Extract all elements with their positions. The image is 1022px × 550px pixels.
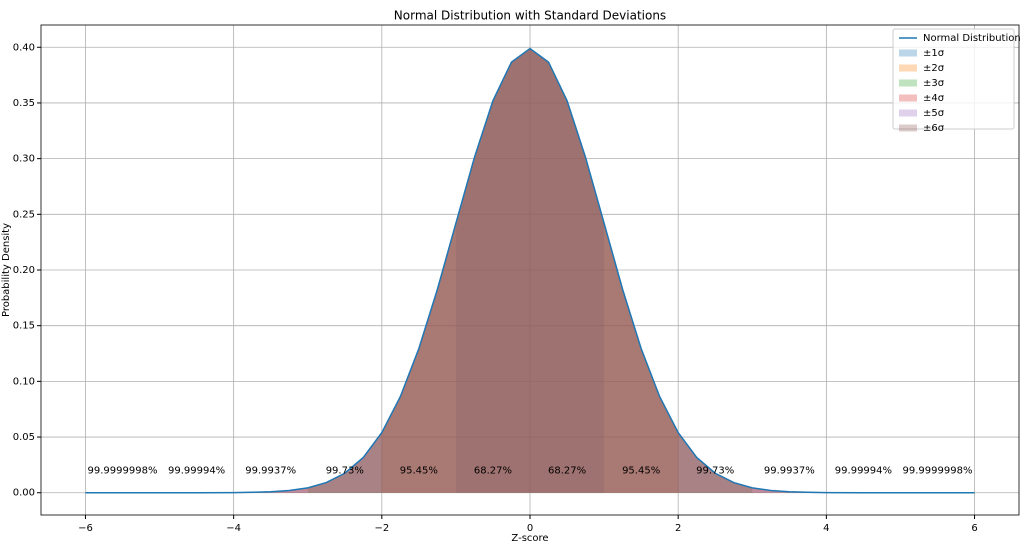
y-tick-label: 0.35 [13, 98, 35, 109]
annotation: 99.9937% [764, 465, 815, 476]
legend-swatch [899, 124, 917, 132]
y-axis-label: Probability Density [1, 223, 12, 317]
x-tick-label: −6 [78, 523, 93, 534]
legend-label: ±6σ [923, 123, 945, 134]
annotation: 68.27% [474, 465, 512, 476]
legend-swatch [899, 64, 917, 72]
y-tick-label: 0.40 [13, 42, 35, 53]
legend-label: ±2σ [923, 63, 945, 74]
legend-swatch [899, 94, 917, 102]
annotation: 99.99994% [168, 465, 225, 476]
y-tick-label: 0.15 [13, 321, 35, 332]
sigma-fill [233, 48, 827, 493]
sigma-fill [307, 48, 753, 493]
annotation: 99.9999998% [88, 465, 158, 476]
annotation: 99.9999998% [903, 465, 973, 476]
annotation: 68.27% [548, 465, 586, 476]
y-tick-label: 0.10 [13, 376, 35, 387]
x-tick-label: −2 [374, 523, 389, 534]
legend-label: ±4σ [923, 93, 945, 104]
annotation: 95.45% [400, 465, 438, 476]
legend: Normal Distribution ±1σ ±2σ ±3σ ±4σ ±5σ ±6σ [892, 28, 1021, 134]
annotation: 99.99994% [835, 465, 892, 476]
sigma-fill [381, 48, 679, 493]
annotation: 95.45% [622, 465, 660, 476]
annotation: 99.9937% [245, 465, 296, 476]
y-tick-label: 0.25 [13, 209, 35, 220]
x-axis-label: Z-score [511, 533, 548, 544]
plot-frame [40, 24, 1020, 516]
x-tick-label: −4 [226, 523, 241, 534]
curve [85, 47, 975, 494]
x-tick-label: 2 [675, 523, 681, 534]
y-tick-label: 0.00 [13, 488, 35, 499]
y-tick-label: 0.30 [13, 154, 35, 165]
legend-box [892, 28, 1015, 130]
legend-label: ±1σ [923, 48, 945, 59]
sigma-fill [455, 48, 605, 493]
y-tick-label: 0.20 [13, 265, 35, 276]
sigma-fill [159, 48, 901, 493]
annotation: 99.73% [696, 465, 734, 476]
legend-label: ±3σ [923, 78, 945, 89]
annotation: 99.73% [326, 465, 364, 476]
legend-swatch [899, 109, 917, 117]
y-tick-label: 0.05 [13, 432, 35, 443]
x-tick-label: 4 [823, 523, 829, 534]
sigma-fill [85, 48, 975, 493]
chart-title: Normal Distribution with Standard Deviat… [394, 9, 666, 23]
x-tick-label: 0 [527, 523, 533, 534]
legend-label: ±5σ [923, 108, 945, 119]
legend-swatch [899, 79, 917, 87]
legend-swatch [899, 49, 917, 57]
legend-label: Normal Distribution [923, 33, 1021, 44]
x-tick-label: 6 [971, 523, 977, 534]
